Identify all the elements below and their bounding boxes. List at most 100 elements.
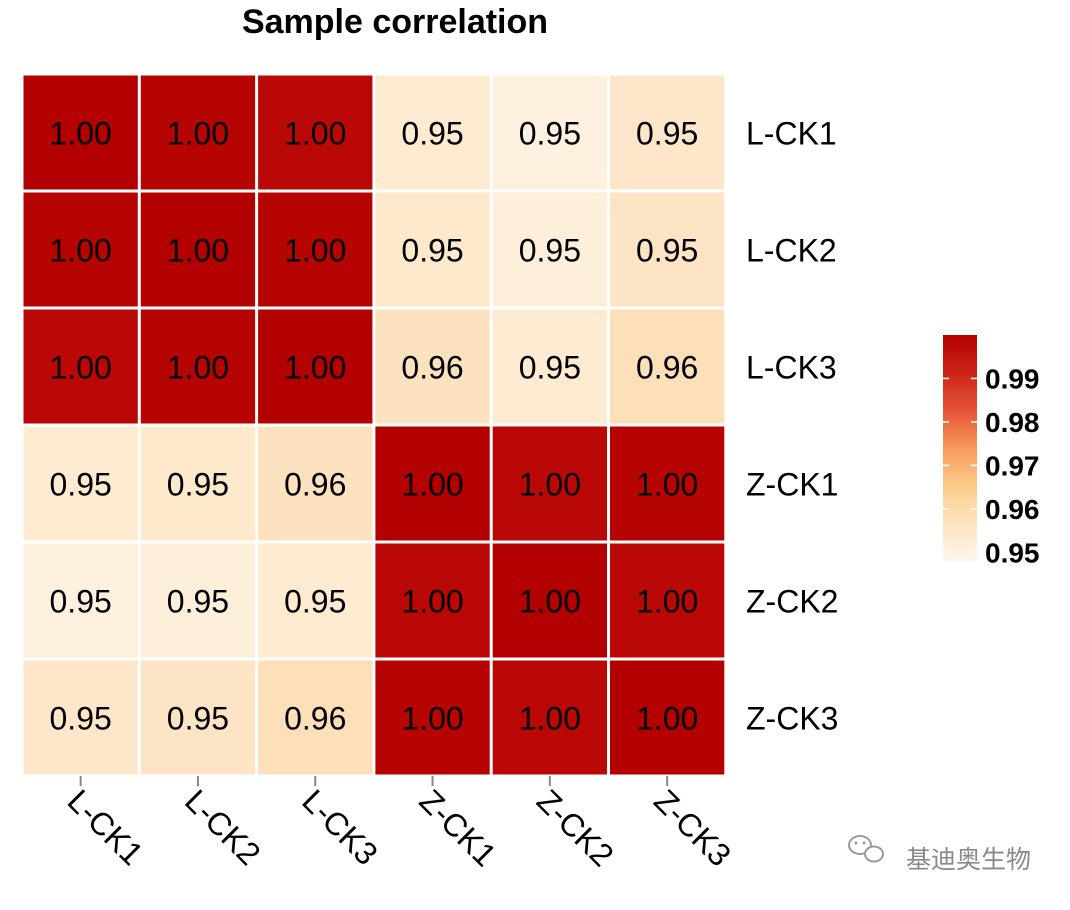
- heatmap-cell: [23, 75, 138, 190]
- heatmap-cell: [492, 75, 607, 190]
- heatmap-cell: [258, 543, 373, 658]
- cell-value-label: 0.95: [284, 584, 346, 620]
- cell-value-label: 0.95: [401, 116, 463, 152]
- heatmap-cell: [23, 192, 138, 307]
- heatmap-cell: [492, 543, 607, 658]
- cell-value-label: 1.00: [401, 584, 463, 620]
- legend-tick-label: 0.95: [985, 537, 1040, 568]
- cell-value-label: 1.00: [519, 584, 581, 620]
- cell-value-label: 1.00: [284, 350, 346, 386]
- cell-value-label: 0.95: [519, 233, 581, 269]
- heatmap-cell: [375, 192, 490, 307]
- cell-value-label: 1.00: [50, 116, 112, 152]
- cell-value-label: 0.95: [50, 584, 112, 620]
- cell-value-label: 0.95: [636, 233, 698, 269]
- row-label: Z-CK1: [746, 467, 838, 503]
- cell-value-label: 1.00: [636, 584, 698, 620]
- row-label: L-CK3: [746, 350, 837, 386]
- row-label: L-CK2: [746, 233, 837, 269]
- cell-value-label: 0.96: [284, 467, 346, 503]
- watermark: 基迪奥生物: [848, 835, 1031, 874]
- cell-value-label: 1.00: [167, 233, 229, 269]
- cell-value-label: 1.00: [401, 467, 463, 503]
- heatmap-cell: [258, 660, 373, 775]
- heatmap-cell: [610, 309, 725, 424]
- cell-value-label: 1.00: [401, 701, 463, 737]
- heatmap-cell: [375, 426, 490, 541]
- legend-tick-label: 0.99: [985, 363, 1040, 394]
- heatmap-cell: [610, 660, 725, 775]
- cell-value-label: 0.95: [167, 584, 229, 620]
- row-label: Z-CK3: [746, 701, 838, 737]
- row-label: L-CK1: [746, 116, 837, 152]
- cell-value-label: 0.96: [284, 701, 346, 737]
- heatmap-cells: 1.00 1.00 1.00 0.95 0.95 0.95 1.00 1.00 1.00 0.95…: [23, 75, 725, 775]
- column-label: Z-CK2: [530, 782, 621, 873]
- column-label: L-CK3: [295, 782, 385, 872]
- heatmap-cell: [23, 426, 138, 541]
- cell-value-label: 1.00: [50, 350, 112, 386]
- wechat-icon: [848, 835, 884, 863]
- heatmap-cell: [140, 309, 256, 424]
- heatmap-cell: [492, 192, 607, 307]
- heatmap-cell: [610, 75, 725, 190]
- cell-value-label: 0.95: [519, 116, 581, 152]
- heatmap-cell: [492, 426, 607, 541]
- cell-value-label: 0.95: [50, 467, 112, 503]
- heatmap-cell: [492, 660, 607, 775]
- cell-value-label: 1.00: [167, 350, 229, 386]
- color-legend: 0.99 0.98 0.97 0.96 0.95: [943, 335, 1040, 568]
- cell-value-label: 1.00: [284, 233, 346, 269]
- cell-value-label: 0.95: [401, 233, 463, 269]
- heatmap-cell: [258, 309, 373, 424]
- heatmap-cell: [610, 543, 725, 658]
- heatmap-cell: [258, 426, 373, 541]
- cell-value-label: 1.00: [167, 116, 229, 152]
- legend-colorbar: [943, 335, 977, 561]
- cell-value-label: 0.95: [167, 467, 229, 503]
- cell-value-label: 1.00: [284, 116, 346, 152]
- heatmap-cell: [140, 543, 256, 658]
- cell-value-label: 0.95: [167, 701, 229, 737]
- cell-value-label: 0.95: [50, 701, 112, 737]
- legend-tick-label: 0.96: [985, 494, 1040, 525]
- cell-value-label: 1.00: [636, 701, 698, 737]
- legend-tick-label: 0.98: [985, 407, 1040, 438]
- heatmap-cell: [258, 75, 373, 190]
- heatmap-cell: [23, 660, 138, 775]
- heatmap-cell: [375, 543, 490, 658]
- row-labels: L-CK1 L-CK2 L-CK3 Z-CK1 Z-CK2 Z-CK3: [746, 116, 838, 737]
- heatmap-cell: [23, 309, 138, 424]
- heatmap-cell: [610, 192, 725, 307]
- heatmap-cell: [375, 660, 490, 775]
- watermark-text: 基迪奥生物: [906, 846, 1031, 874]
- column-label: L-CK2: [178, 782, 268, 872]
- column-label: Z-CK3: [647, 782, 738, 873]
- cell-value-label: 0.95: [636, 116, 698, 152]
- heatmap-cell: [492, 309, 607, 424]
- heatmap-cell: [375, 75, 490, 190]
- column-label: L-CK1: [61, 782, 151, 872]
- cell-value-label: 1.00: [636, 467, 698, 503]
- heatmap-cell: [140, 660, 256, 775]
- column-axis: L-CK1 L-CK2 L-CK3 Z-CK1 Z-CK2 Z-CK3: [61, 776, 738, 873]
- cell-value-label: 1.00: [519, 701, 581, 737]
- legend-tick-label: 0.97: [985, 450, 1040, 481]
- heatmap-cell: [140, 426, 256, 541]
- cell-value-label: 1.00: [50, 233, 112, 269]
- heatmap-cell: [375, 309, 490, 424]
- row-label: Z-CK2: [746, 584, 838, 620]
- chart-title: Sample correlation: [242, 3, 548, 41]
- cell-value-label: 0.96: [401, 350, 463, 386]
- cell-value-label: 0.96: [636, 350, 698, 386]
- cell-value-label: 0.95: [519, 350, 581, 386]
- column-label: Z-CK1: [413, 782, 504, 873]
- heatmap-cell: [23, 543, 138, 658]
- heatmap-cell: [610, 426, 725, 541]
- cell-value-label: 1.00: [519, 467, 581, 503]
- heatmap-cell: [140, 192, 256, 307]
- heatmap-cell: [258, 192, 373, 307]
- heatmap-cell: [140, 75, 256, 190]
